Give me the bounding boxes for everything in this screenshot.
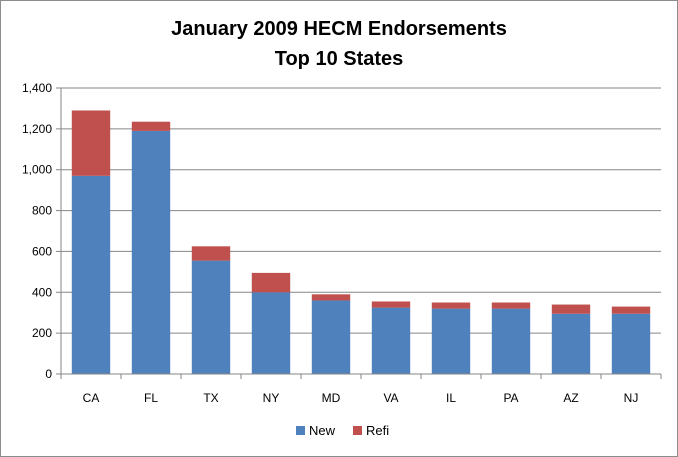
bar-new-tx [191, 260, 231, 374]
bar-refi-nj [611, 306, 651, 314]
bar-new-il [431, 308, 471, 374]
bar-new-ny [251, 292, 291, 374]
x-tick-label: VA [383, 391, 398, 405]
bar-refi-va [371, 301, 411, 308]
x-tick-label: FL [144, 391, 158, 405]
chart-title: January 2009 HECM Endorsements [171, 18, 507, 40]
x-tick-label: AZ [563, 391, 578, 405]
bar-refi-il [431, 302, 471, 309]
y-tick-label: 800 [32, 204, 52, 218]
bar-refi-fl [131, 121, 171, 131]
y-tick-label: 600 [32, 244, 52, 258]
x-tick-label: PA [503, 391, 518, 405]
bar-refi-ny [251, 272, 291, 293]
bar-refi-az [551, 304, 591, 314]
bar-refi-ca [71, 110, 111, 176]
y-tick-label: 0 [45, 367, 52, 381]
x-tick-label: IL [446, 391, 456, 405]
bar-new-pa [491, 308, 531, 374]
x-tick-label: MD [322, 391, 341, 405]
y-tick-label: 1,400 [22, 81, 52, 95]
legend-swatch-new [296, 426, 305, 435]
y-tick-label: 200 [32, 326, 52, 340]
bar-new-ca [71, 175, 111, 374]
bar-new-az [551, 313, 591, 374]
bar-refi-tx [191, 246, 231, 261]
x-tick-label: TX [203, 391, 218, 405]
bar-refi-md [311, 294, 351, 301]
legend-swatch-refi [353, 426, 362, 435]
legend-label-new: New [309, 423, 336, 438]
bar-new-nj [611, 313, 651, 374]
legend-label-refi: Refi [366, 423, 389, 438]
x-tick-label: NY [263, 391, 280, 405]
y-tick-label: 1,200 [22, 122, 52, 136]
chart-subtitle: Top 10 States [275, 48, 404, 70]
bar-new-va [371, 307, 411, 374]
x-tick-label: CA [83, 391, 100, 405]
bar-new-fl [131, 130, 171, 374]
bar-refi-pa [491, 302, 531, 309]
bars [71, 110, 651, 374]
legend: New Refi [296, 423, 389, 438]
x-tick-label: NJ [624, 391, 639, 405]
y-tick-label: 1,000 [22, 163, 52, 177]
axes: 0 200 400 600 800 1,000 1,200 1,400 CA FL TX NY MD VA… [22, 81, 662, 405]
y-tick-label: 400 [32, 285, 52, 299]
bar-new-md [311, 300, 351, 374]
